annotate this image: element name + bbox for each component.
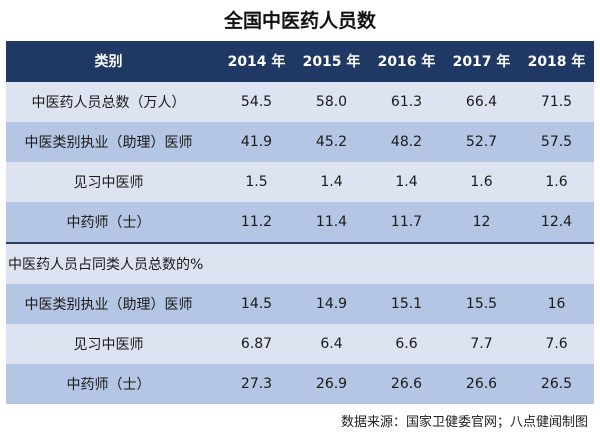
row-label: 中药师（士） — [66, 377, 151, 393]
cell-value: 57.5 — [540, 134, 573, 150]
row-label: 中药师（士） — [66, 215, 151, 231]
cell-value: 11.2 — [240, 214, 273, 230]
table-row: 中医类别执业（助理）医师 14.5 14.9 15.1 15.5 16 — [6, 284, 594, 324]
cell-value: 54.5 — [240, 94, 273, 110]
header-year: 2018 年 — [527, 54, 586, 70]
table-row: 中药师（士） 11.2 11.4 11.7 12 12.4 — [6, 202, 594, 242]
header-year: 2015 年 — [302, 54, 361, 70]
section-label: 中医药人员占同类人员总数的% — [8, 257, 204, 273]
cell-value: 11.4 — [315, 214, 348, 230]
cell-value: 1.6 — [470, 174, 493, 190]
section-header-row: 中医药人员占同类人员总数的% — [6, 242, 594, 284]
header-year: 2014 年 — [227, 54, 286, 70]
cell-value: 6.4 — [320, 336, 343, 352]
row-label: 见习中医师 — [73, 175, 144, 191]
source-note: 数据来源：国家卫健委官网；八点健闻制图 — [340, 415, 588, 430]
cell-value: 11.7 — [390, 214, 423, 230]
staff-table: 类别 2014 年 2015 年 2016 年 2017 年 2018 年 中医… — [6, 41, 594, 404]
table-row: 中药师（士） 27.3 26.9 26.6 26.6 26.5 — [6, 364, 594, 404]
header-category: 类别 — [94, 54, 123, 70]
cell-value: 41.9 — [240, 134, 273, 150]
cell-value: 66.4 — [465, 94, 498, 110]
cell-value: 6.6 — [395, 336, 418, 352]
row-label: 中医药人员总数（万人） — [31, 95, 186, 111]
cell-value: 14.9 — [315, 296, 348, 312]
cell-value: 58.0 — [315, 94, 348, 110]
cell-value: 26.6 — [390, 376, 423, 392]
table-row: 见习中医师 6.87 6.4 6.6 7.7 7.6 — [6, 324, 594, 364]
table-row: 见习中医师 1.5 1.4 1.4 1.6 1.6 — [6, 162, 594, 202]
cell-value: 12.4 — [540, 214, 573, 230]
cell-value: 27.3 — [240, 376, 273, 392]
cell-value: 45.2 — [315, 134, 348, 150]
cell-value: 1.6 — [545, 174, 568, 190]
cell-value: 1.4 — [320, 174, 343, 190]
cell-value: 15.5 — [465, 296, 498, 312]
header-year: 2017 年 — [452, 54, 511, 70]
page-title: 全国中医药人员数 — [223, 10, 376, 32]
cell-value: 71.5 — [540, 94, 573, 110]
cell-value: 6.87 — [240, 336, 273, 352]
row-label: 中医类别执业（助理）医师 — [24, 135, 193, 151]
cell-value: 7.6 — [545, 336, 568, 352]
cell-value: 26.9 — [315, 376, 348, 392]
table-header-row: 类别 2014 年 2015 年 2016 年 2017 年 2018 年 — [6, 41, 594, 82]
cell-value: 52.7 — [465, 134, 498, 150]
cell-value: 1.4 — [395, 174, 418, 190]
cell-value: 48.2 — [390, 134, 423, 150]
cell-value: 16 — [547, 296, 566, 312]
table-row: 中医类别执业（助理）医师 41.9 45.2 48.2 52.7 57.5 — [6, 122, 594, 162]
cell-value: 61.3 — [390, 94, 423, 110]
table-row: 中医药人员总数（万人） 54.5 58.0 61.3 66.4 71.5 — [6, 82, 594, 122]
cell-value: 12 — [472, 214, 491, 230]
cell-value: 1.5 — [245, 174, 268, 190]
row-label: 见习中医师 — [73, 337, 144, 353]
header-year: 2016 年 — [377, 54, 436, 70]
cell-value: 26.5 — [540, 376, 573, 392]
row-label: 中医类别执业（助理）医师 — [24, 297, 193, 313]
cell-value: 7.7 — [470, 336, 493, 352]
cell-value: 26.6 — [465, 376, 498, 392]
cell-value: 14.5 — [240, 296, 273, 312]
cell-value: 15.1 — [390, 296, 423, 312]
